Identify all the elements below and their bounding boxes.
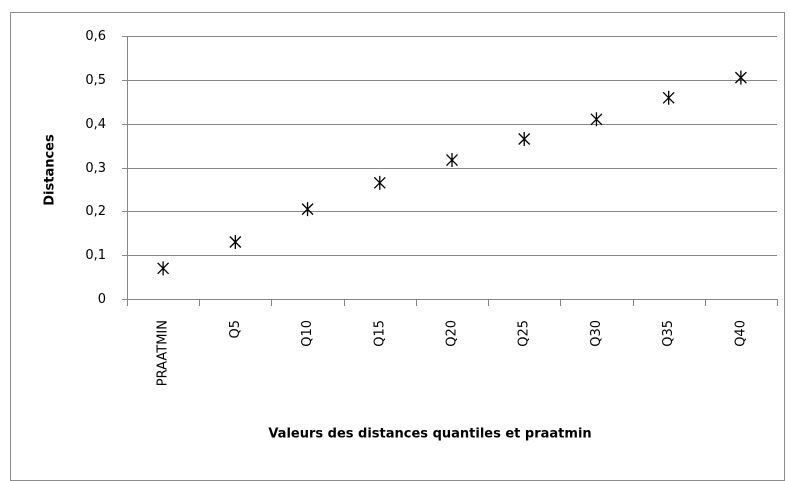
x-tick-label: PRAATMIN [156, 320, 171, 386]
marker [734, 70, 747, 85]
marker [373, 175, 386, 190]
y-axis-label: Distances [43, 134, 58, 206]
x-axis-label: Valeurs des distances quantiles et praat… [268, 427, 591, 442]
x-tick-label: Q5 [228, 320, 243, 339]
marker [590, 112, 603, 127]
y-tick-label: 0,1 [85, 248, 106, 263]
x-tick-label: Q35 [661, 320, 676, 347]
x-tick-label: Q30 [589, 320, 604, 347]
marker [301, 202, 314, 217]
marker [518, 132, 531, 147]
y-tick-label: 0,4 [85, 117, 106, 132]
chart-border [10, 12, 785, 481]
y-tick-label: 0,5 [85, 73, 106, 88]
marker [446, 153, 458, 168]
marker [662, 90, 675, 105]
x-tick-label: Q25 [517, 320, 532, 347]
marker [157, 261, 170, 276]
x-tick-label: Q40 [733, 320, 748, 347]
y-tick-label: 0,2 [85, 204, 106, 219]
x-tick-label: Q15 [372, 320, 387, 347]
y-tick-label: 0,6 [85, 29, 106, 44]
x-tick-label: Q20 [445, 320, 460, 347]
x-tick-label: Q10 [300, 320, 315, 347]
y-tick-label: 0 [98, 292, 106, 307]
marker [229, 235, 242, 250]
y-tick-label: 0,3 [85, 161, 106, 176]
